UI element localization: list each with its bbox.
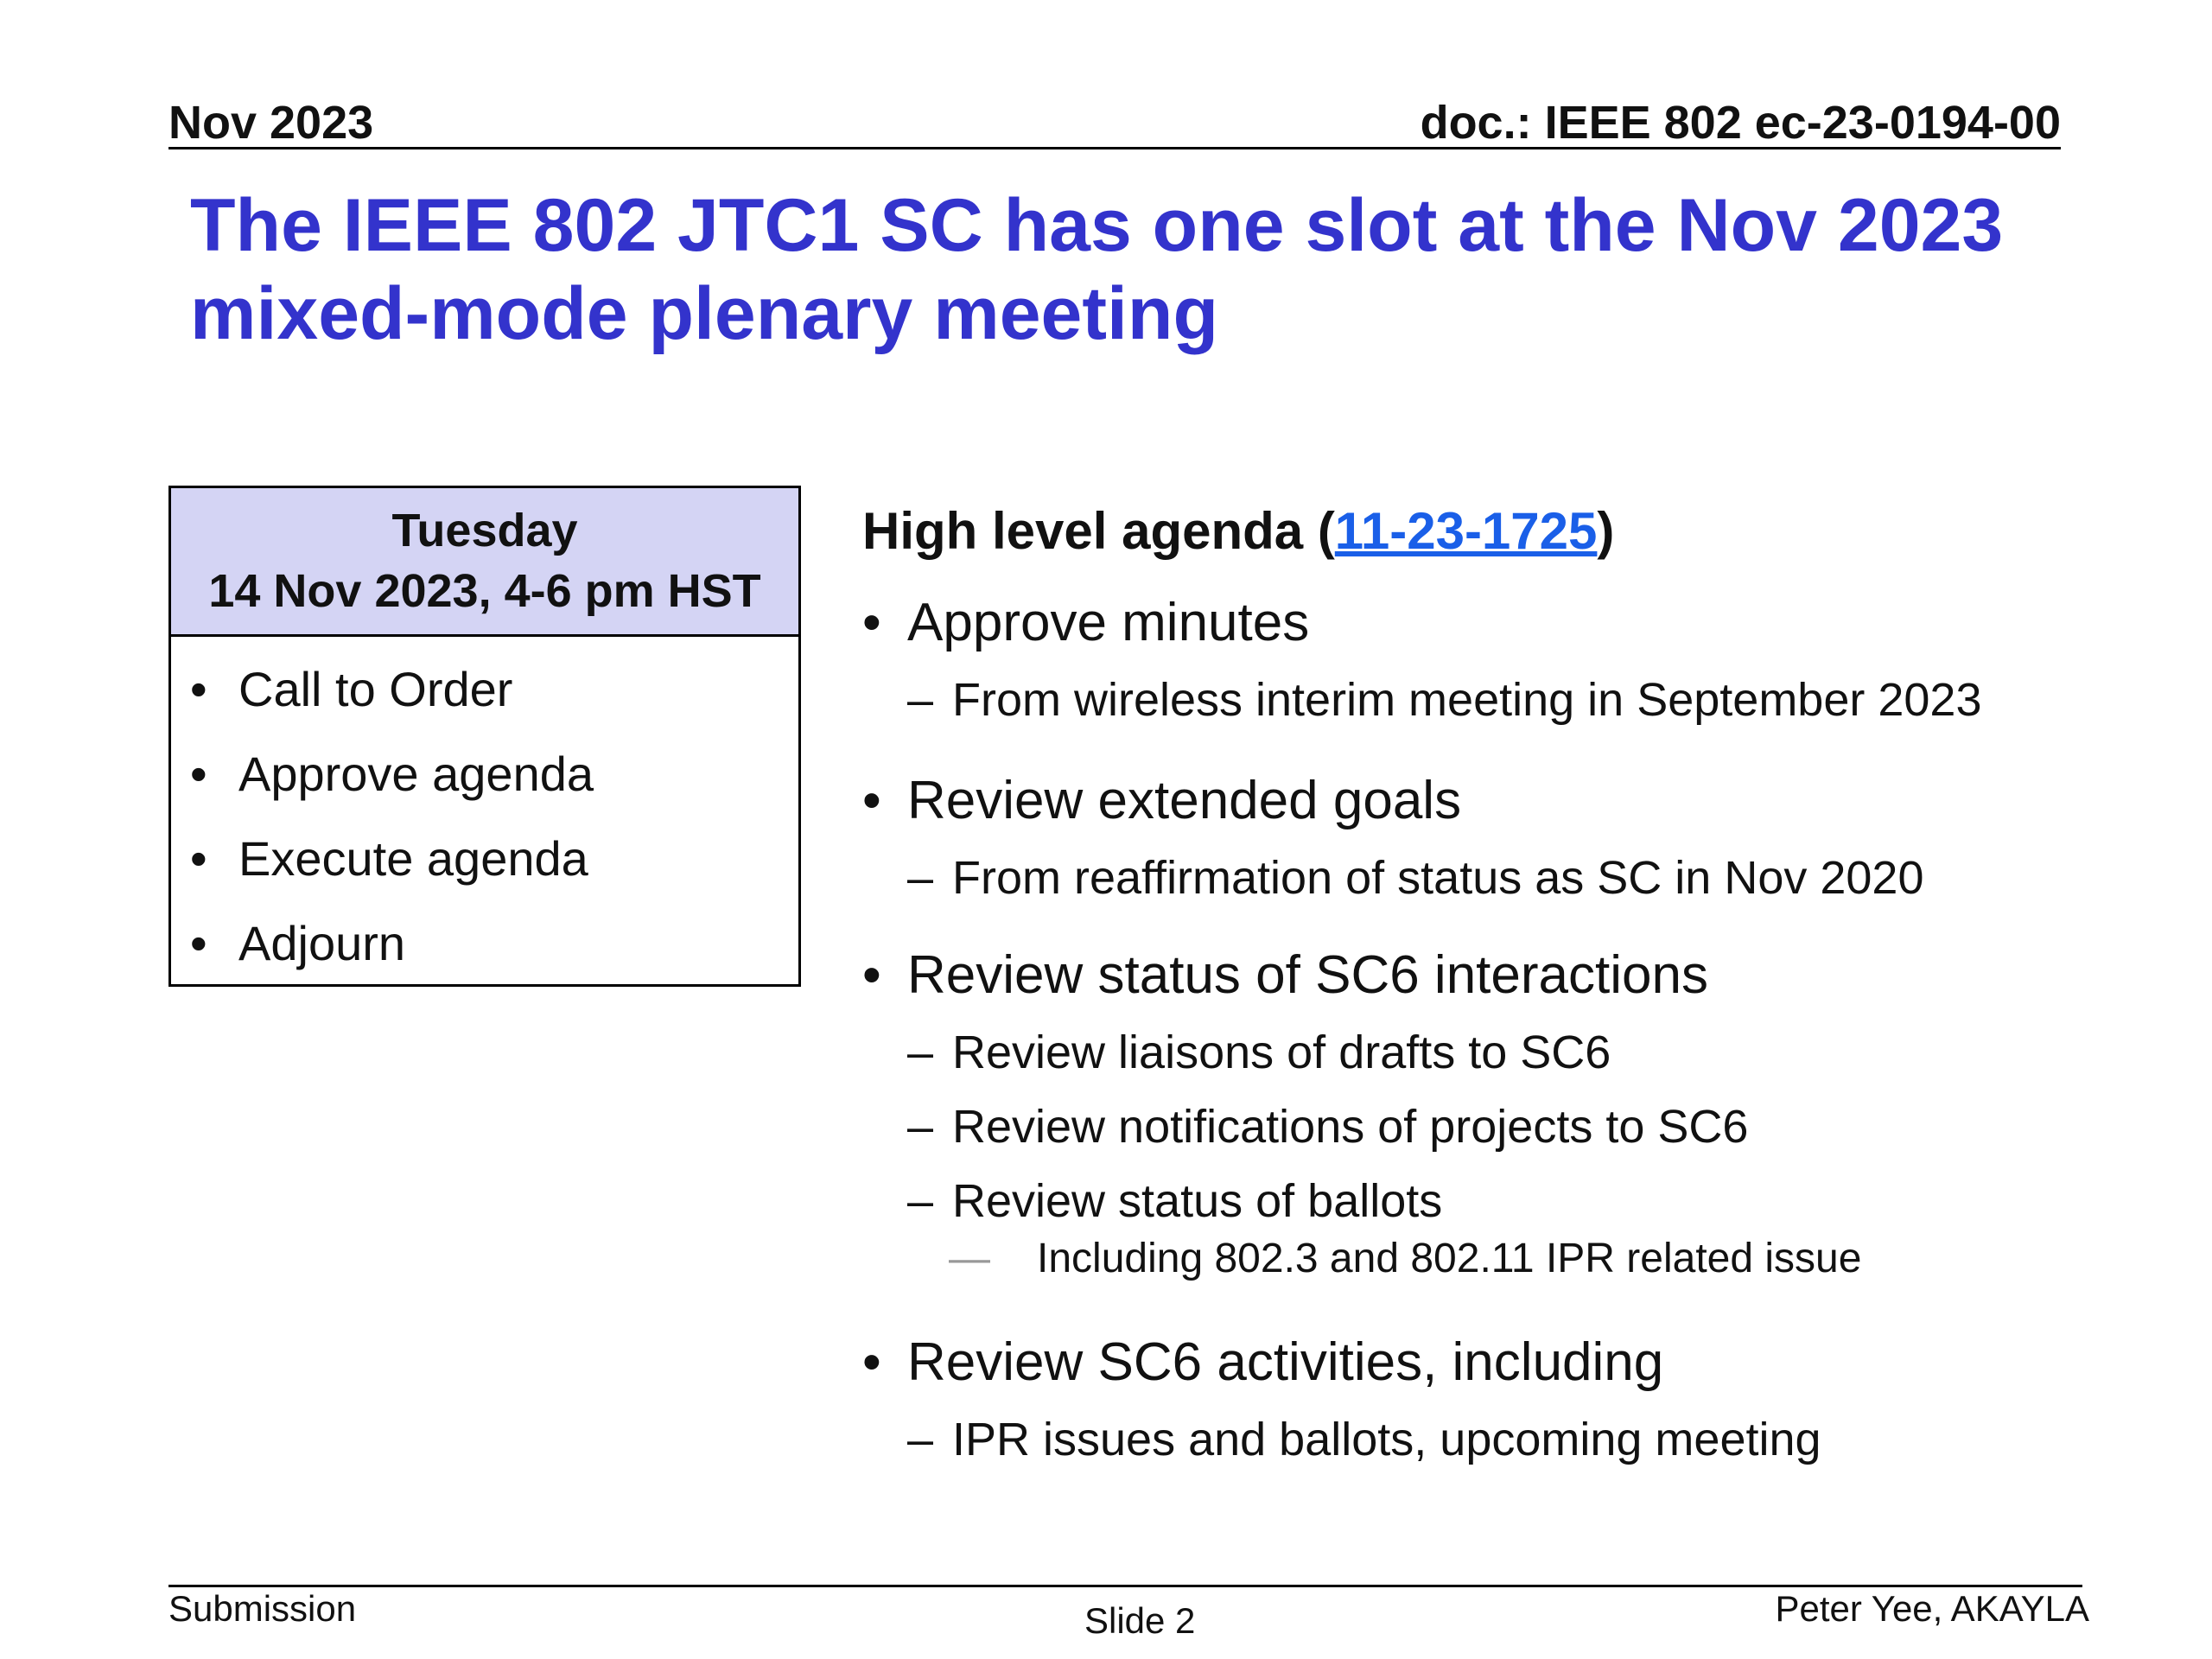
agenda-item: Review extended goals From reaffirmation… (862, 764, 2124, 907)
agenda-heading-suffix: ) (1597, 502, 1615, 560)
session-day: Tuesday (391, 505, 578, 556)
agenda-sublist: From wireless interim meeting in Septemb… (862, 671, 2124, 729)
agenda-list: Approve minutes From wireless interim me… (862, 586, 2124, 1469)
agenda-subitem-label: Review status of ballots (952, 1175, 1443, 1227)
session-box: Tuesday 14 Nov 2023, 4-6 pm HST Call to … (168, 486, 801, 987)
agenda-section: High level agenda (11-23-1725) Approve m… (862, 493, 2124, 1469)
agenda-item: Review status of SC6 interactions Review… (862, 938, 2124, 1287)
footer-submission: Submission (168, 1588, 357, 1629)
agenda-heading: High level agenda (11-23-1725) (862, 493, 2124, 570)
session-item: Call to Order (171, 647, 798, 732)
footer-slide-number: Slide 2 (1084, 1600, 1196, 1641)
agenda-sublist: From reaffirmation of status as SC in No… (862, 849, 2124, 907)
session-item-list: Call to Order Approve agenda Execute age… (171, 637, 798, 986)
header-date: Nov 2023 (168, 97, 374, 149)
agenda-sublist: IPR issues and ballots, upcoming meeting (862, 1410, 2124, 1469)
agenda-item-label: Review SC6 activities, including (862, 1325, 2124, 1400)
header-divider (168, 147, 2061, 149)
agenda-item-label: Review status of SC6 interactions (862, 938, 2124, 1013)
agenda-subitem: Review status of ballots (862, 1172, 2124, 1230)
header-doc-id: doc.: IEEE 802 ec-23-0194-00 (1420, 97, 2061, 149)
agenda-subitem: From wireless interim meeting in Septemb… (862, 671, 2124, 729)
slide-title: The IEEE 802 JTC1 SC has one slot at the… (190, 184, 2004, 355)
session-item: Adjourn (171, 901, 798, 986)
agenda-item-label: Review extended goals (862, 764, 2124, 838)
footer-divider (168, 1585, 2082, 1587)
agenda-item-label: Approve minutes (862, 586, 2124, 660)
session-item: Execute agenda (171, 817, 798, 901)
session-datetime: 14 Nov 2023, 4-6 pm HST (208, 565, 761, 617)
session-item: Approve agenda (171, 732, 798, 817)
agenda-subitem: From reaffirmation of status as SC in No… (862, 849, 2124, 907)
agenda-sublist: Review liaisons of drafts to SC6 Review … (862, 1023, 2124, 1230)
agenda-subitem: IPR issues and ballots, upcoming meeting (862, 1410, 2124, 1469)
agenda-item: Approve minutes From wireless interim me… (862, 586, 2124, 729)
agenda-doc-link[interactable]: 11-23-1725 (1334, 502, 1598, 560)
agenda-item: Review SC6 activities, including IPR iss… (862, 1325, 2124, 1469)
footer-author: Peter Yee, AKAYLA (1775, 1588, 2089, 1629)
agenda-subitem: Review notifications of projects to SC6 (862, 1097, 2124, 1156)
agenda-heading-prefix: High level agenda ( (862, 502, 1335, 560)
agenda-subsubitem: Including 802.3 and 802.11 IPR related i… (862, 1230, 2124, 1287)
agenda-subitem: Review liaisons of drafts to SC6 (862, 1023, 2124, 1082)
session-header: Tuesday 14 Nov 2023, 4-6 pm HST (171, 488, 798, 637)
